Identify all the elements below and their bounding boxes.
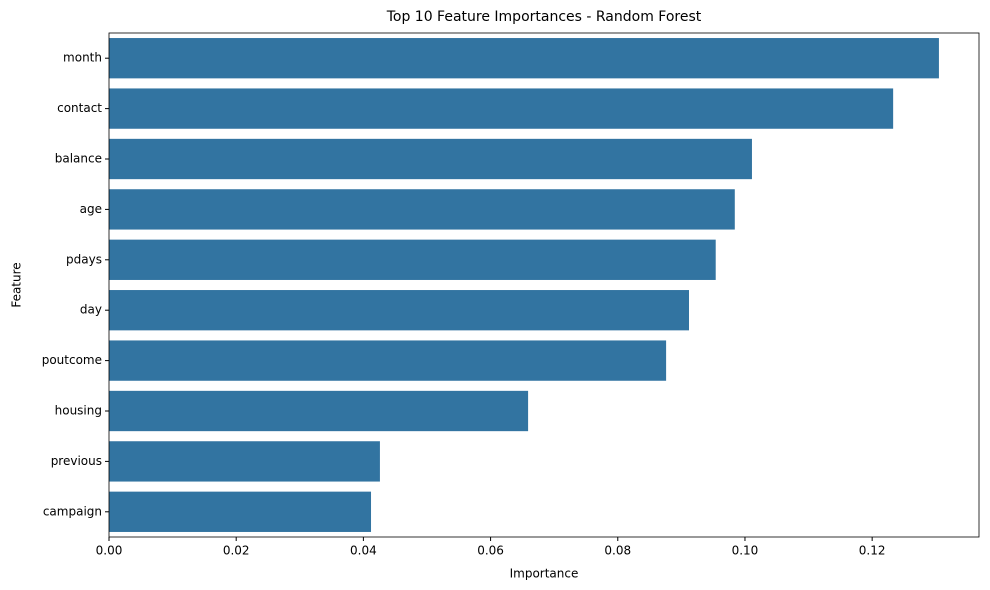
bar (109, 491, 372, 532)
y-tick-label: age (80, 202, 102, 216)
x-tick-label: 0.02 (223, 544, 250, 558)
x-tick-label: 0.08 (604, 544, 631, 558)
plot-frame (108, 32, 980, 538)
bar (109, 340, 667, 381)
bar (109, 441, 380, 482)
bar (109, 239, 716, 280)
y-axis-label: Feature (10, 262, 24, 307)
bar (109, 88, 894, 129)
x-tick-label: 0.06 (477, 544, 504, 558)
y-tick-label: contact (57, 101, 102, 115)
x-tick-label: 0.04 (350, 544, 377, 558)
bar (109, 189, 735, 230)
chart-title: Top 10 Feature Importances - Random Fore… (386, 9, 702, 25)
bar (109, 38, 939, 79)
y-tick-label: housing (55, 404, 102, 418)
x-tick-label: 0.12 (859, 544, 886, 558)
x-tick-label: 0.00 (96, 544, 123, 558)
y-tick-label: pdays (66, 252, 102, 266)
y-tick-label: previous (51, 454, 102, 468)
y-tick-label: poutcome (42, 353, 102, 367)
x-tick-label: 0.10 (732, 544, 759, 558)
y-tick-label: day (80, 303, 102, 317)
bar (109, 290, 689, 331)
x-axis-label: Importance (510, 567, 579, 581)
y-tick-label: month (63, 51, 102, 65)
y-tick-label: campaign (43, 504, 102, 518)
bar (109, 138, 752, 180)
y-tick-label: balance (55, 152, 102, 166)
bar (109, 390, 529, 432)
